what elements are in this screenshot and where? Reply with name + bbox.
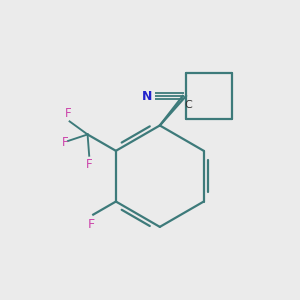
Text: C: C (185, 100, 193, 110)
Text: F: F (62, 136, 69, 149)
Text: F: F (88, 218, 95, 231)
Text: N: N (142, 89, 153, 103)
Text: F: F (86, 158, 92, 171)
Text: F: F (64, 107, 71, 120)
